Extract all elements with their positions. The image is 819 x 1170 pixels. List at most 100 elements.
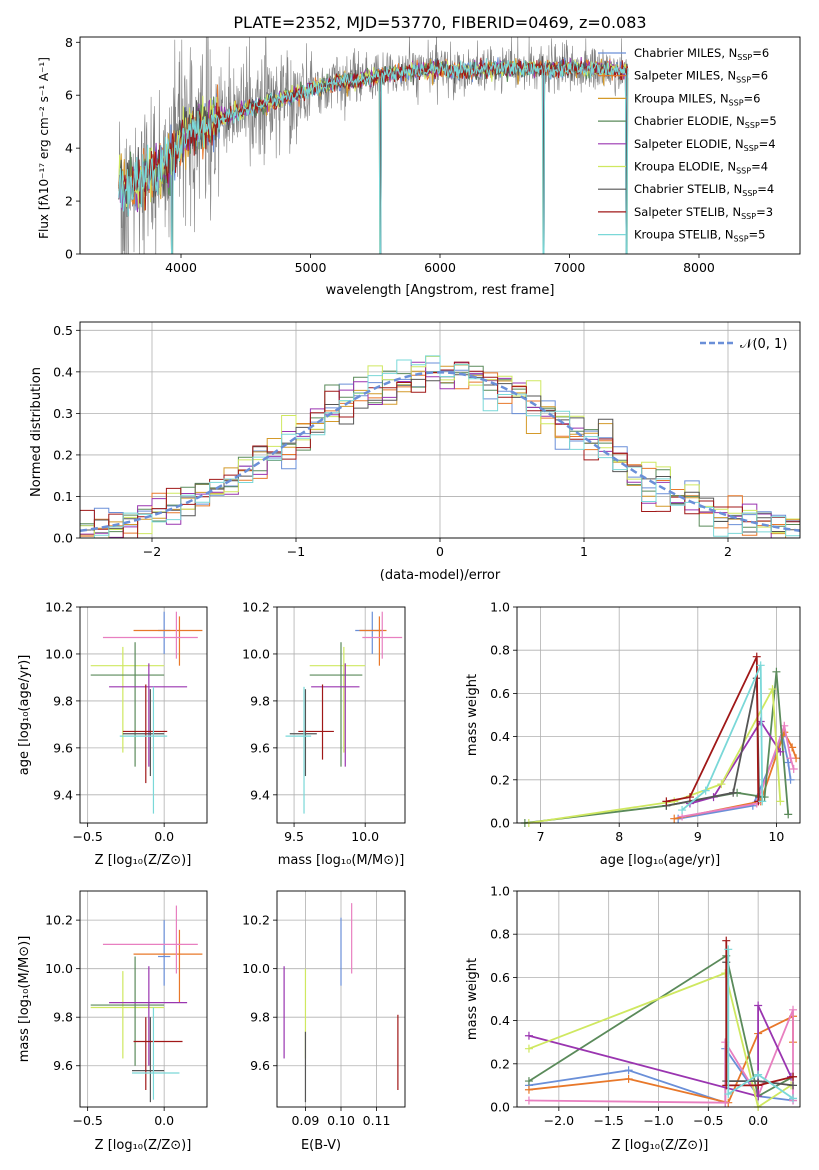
y-tick-label: 9.6 xyxy=(250,1058,270,1073)
series-marker xyxy=(524,1085,533,1094)
histogram-step xyxy=(80,355,800,538)
mass-weight-vs-metallicity-ylabel: mass weight xyxy=(465,958,480,1040)
spectrum-panel: 4000 5000 6000 7000 8000 0 2 4 6 8 wavelength [An… xyxy=(37,35,801,298)
y-tick-label: 10.0 xyxy=(242,961,270,976)
x-tick-label: −2 xyxy=(143,544,161,559)
age-vs-metallicity-plot-area: −0.5 0.0 9.4 9.6 9.8 10.0 10.2 xyxy=(45,600,208,844)
plot-frame xyxy=(276,890,406,1108)
y-tick-label: 10.2 xyxy=(45,913,73,928)
x-tick-label: −1.0 xyxy=(643,1113,673,1128)
y-tick-label: 9.6 xyxy=(53,1058,73,1073)
x-tick-label: 1 xyxy=(580,544,588,559)
mass-weight-vs-metallicity-plot-area: −2.0 −1.5 −1.0 −0.5 0.0 0.0 0.2 0.4 0.6 0.8 1.0 xyxy=(490,884,801,1128)
y-tick-label: 0.0 xyxy=(490,816,510,831)
y-tick-label: 10.0 xyxy=(242,646,270,661)
y-tick-label: 0.2 xyxy=(490,1056,510,1071)
x-tick-label: −2.0 xyxy=(544,1113,574,1128)
series-marker xyxy=(721,1098,730,1107)
x-tick-label: −1.5 xyxy=(593,1113,623,1128)
y-tick-label: 0 xyxy=(65,247,73,262)
series-marker xyxy=(624,1074,633,1083)
y-tick-label: 8 xyxy=(65,35,73,50)
series-marker xyxy=(789,1072,798,1081)
plot-frame xyxy=(79,36,801,255)
x-tick-label: 0.10 xyxy=(327,1113,355,1128)
mass-weight-vs-metallicity-panel: −2.0 −1.5 −1.0 −0.5 0.0 0.0 0.2 0.4 0.6 0.8 1.0 Z … xyxy=(465,884,801,1153)
series-marker xyxy=(524,1096,533,1105)
plot-frame xyxy=(79,606,208,824)
spectrum-ylabel: Flux [fλ10⁻¹⁷ erg cm⁻² s⁻¹ A⁻¹] xyxy=(37,57,51,239)
series-line xyxy=(528,1009,794,1104)
series-marker xyxy=(701,786,710,795)
legend-label: Salpeter MILES, NSSP=6 xyxy=(634,69,768,85)
series-marker xyxy=(670,814,679,823)
y-tick-label: 9.4 xyxy=(53,787,73,802)
model-spectrum-line xyxy=(118,58,629,254)
y-tick-label: 0.8 xyxy=(490,927,510,942)
series-marker xyxy=(758,797,767,806)
x-tick-label: 4000 xyxy=(165,260,197,275)
legend-label: Chabrier STELIB, NSSP=4 xyxy=(634,182,774,198)
plot-frame xyxy=(516,606,801,824)
x-tick-label: 0.0 xyxy=(748,1113,768,1128)
x-tick-label: 0.0 xyxy=(154,829,174,844)
series-marker xyxy=(789,1081,798,1090)
mass-weight-vs-age-ylabel: mass weight xyxy=(465,674,480,756)
series-line xyxy=(689,719,782,805)
x-tick-label: −0.5 xyxy=(693,1113,723,1128)
histogram-step xyxy=(80,374,800,533)
series-marker xyxy=(624,1066,633,1075)
age-vs-metallicity-xlabel: Z [log₁₀(Z/Z⊙)] xyxy=(95,853,192,868)
x-tick-label: 10.0 xyxy=(351,829,379,844)
x-tick-label: 10 xyxy=(768,829,784,844)
series-marker xyxy=(768,685,777,694)
series-marker xyxy=(524,1031,533,1040)
residual-ylabel: Normed distribution xyxy=(29,367,44,497)
x-tick-label: 0 xyxy=(436,544,444,559)
plot-frame xyxy=(79,321,801,539)
y-tick-label: 0.6 xyxy=(490,970,510,985)
y-tick-label: 10.0 xyxy=(45,646,73,661)
series-line xyxy=(524,671,790,824)
histogram-group xyxy=(80,355,800,538)
legend-label: Kroupa MILES, NSSP=6 xyxy=(634,91,760,107)
series-line xyxy=(528,971,792,1109)
series-marker xyxy=(789,765,798,773)
series-marker xyxy=(754,1070,763,1079)
mass-vs-extinction-panel: 0.09 0.10 0.11 9.6 9.8 10.0 10.2 E(B-V) xyxy=(242,890,406,1153)
series-marker xyxy=(786,775,795,784)
age-vs-mass-panel: 9.5 10.0 9.4 9.6 9.8 10.0 10.2 mass [log₁₀(M/M… xyxy=(242,600,406,868)
age-vs-metallicity-ylabel: age [log₁₀(age/yr)] xyxy=(17,655,32,776)
normal-legend-label: 𝒩(0, 1) xyxy=(740,337,787,352)
y-tick-label: 9.8 xyxy=(250,1010,270,1025)
x-tick-label: 5000 xyxy=(295,260,327,275)
y-tick-label: 0.2 xyxy=(53,447,73,462)
y-tick-label: 6 xyxy=(65,88,73,103)
series-marker xyxy=(756,661,765,670)
y-tick-label: 9.8 xyxy=(250,693,270,708)
series-marker xyxy=(724,1090,733,1099)
y-tick-label: 1.0 xyxy=(490,600,510,615)
y-tick-label: 0.3 xyxy=(53,406,73,421)
y-tick-label: 0.0 xyxy=(490,1100,510,1115)
series-marker xyxy=(724,945,733,954)
mass-weight-vs-age-panel: 7 8 9 10 0.0 0.2 0.4 0.6 0.8 1.0 age [log₁₀(age/y… xyxy=(465,600,801,868)
age-vs-mass-xlabel: mass [log₁₀(M/M⊙)] xyxy=(278,853,405,868)
series-marker xyxy=(729,788,738,797)
y-tick-label: 10.2 xyxy=(45,600,73,615)
y-tick-label: 0.4 xyxy=(490,1013,510,1028)
x-tick-label: 2 xyxy=(724,544,732,559)
plot-frame xyxy=(276,606,406,824)
y-tick-label: 9.8 xyxy=(53,693,73,708)
series-marker xyxy=(786,754,795,763)
series-marker xyxy=(754,1081,763,1090)
series-marker xyxy=(662,797,671,806)
age-vs-mass-plot-area: 9.5 10.0 9.4 9.6 9.8 10.0 10.2 xyxy=(242,600,406,844)
series-marker xyxy=(754,1001,763,1010)
series-line xyxy=(681,664,764,811)
y-tick-label: 0.0 xyxy=(53,531,73,546)
x-tick-label: 7000 xyxy=(554,260,586,275)
residual-plot-area: −2 −1 0 1 2 0.0 0.1 0.2 0.3 0.4 0.5 xyxy=(53,321,801,559)
series-line xyxy=(528,1005,792,1098)
